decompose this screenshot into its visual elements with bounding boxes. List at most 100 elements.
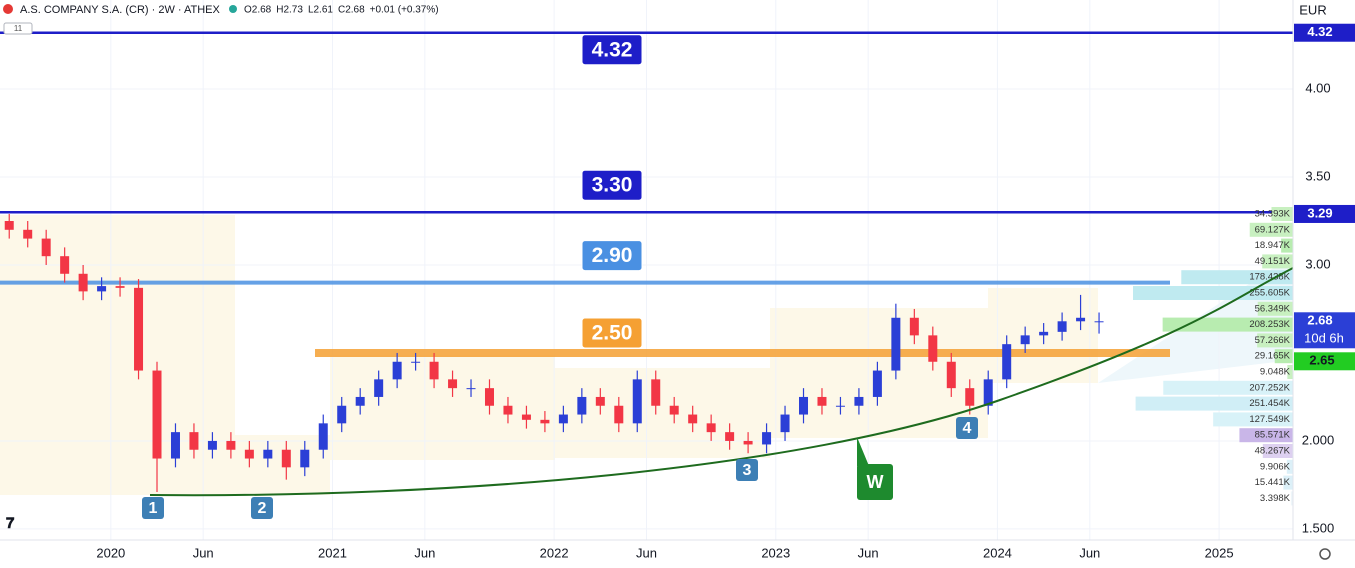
profile-bar: [1286, 459, 1293, 474]
zone: [330, 355, 555, 460]
y-tick-label: 3.50: [1305, 168, 1330, 183]
marker-label: 4: [963, 420, 972, 437]
support-curve: [149, 267, 1294, 497]
candle-body: [909, 317, 919, 336]
price-label: 3.29: [1307, 205, 1332, 220]
candle-body: [928, 335, 938, 362]
profile-label: 69.127K: [1255, 224, 1291, 235]
candle-body: [263, 449, 273, 459]
marker-label: 1: [149, 500, 158, 517]
candle-body: [429, 361, 439, 380]
profile-bar: [1283, 475, 1293, 490]
profile-bar: [1213, 412, 1293, 427]
candle-body: [97, 286, 107, 292]
indicator-label: 2.65: [1309, 353, 1334, 368]
candle-body: [799, 396, 809, 415]
candle-body: [207, 440, 217, 450]
x-tick-label: Jun: [1079, 545, 1100, 560]
candle-body: [632, 379, 642, 424]
candle-body: [448, 379, 458, 389]
markers: 1 2 3 4 W: [142, 417, 978, 519]
profile-bar: [1262, 254, 1293, 269]
candle-body: [558, 414, 568, 424]
candle-body: [318, 423, 328, 450]
y-tick-label: 1.500: [1302, 520, 1335, 535]
y-tick-label: 3.00: [1305, 256, 1330, 271]
level-box: [581, 34, 643, 66]
zone: [0, 215, 235, 495]
x-tick-label: 2022: [540, 545, 569, 560]
x-tick-label: Jun: [414, 545, 435, 560]
x-tick-label: 2025: [1205, 545, 1234, 560]
axis: 1.500 2.000 3.00 3.50 4.00 2020 Jun 2021 Jun 2022…: [96, 23, 1355, 560]
x-tick-label: 2021: [318, 545, 347, 560]
candle-body: [300, 449, 310, 468]
candle-body: [614, 405, 624, 424]
currency[interactable]: EUR: [1299, 2, 1326, 17]
candle-body: [669, 405, 679, 415]
candle-body: [706, 423, 716, 433]
candle-body: [540, 419, 550, 424]
candle-body: [60, 256, 70, 274]
level-label: 4.32: [592, 38, 633, 61]
marker-label: W: [867, 472, 884, 492]
profile-bar: [1135, 396, 1293, 411]
profile-label: 48.267K: [1255, 446, 1291, 457]
candle-body: [503, 405, 513, 415]
profile-label: 208.253K: [1249, 319, 1290, 330]
candle-body: [854, 396, 864, 406]
candle-body: [780, 414, 790, 433]
marker-box: [956, 417, 978, 439]
candle-body: [355, 396, 365, 406]
profile-label: 207.252K: [1249, 382, 1290, 393]
volume-profile: 34.393K 69.127K 18.947K 49.151K 178.438K 255.…: [1133, 207, 1293, 506]
price-label: 2.68: [1307, 313, 1332, 328]
profile-bar: [1262, 444, 1293, 458]
price-label: 4.32: [1307, 24, 1332, 39]
levels: [0, 31, 1293, 357]
candle-body: [374, 379, 384, 397]
profile-label: 178.438K: [1249, 272, 1290, 283]
candle-body: [484, 388, 494, 406]
candle-body: [115, 286, 125, 288]
badge: [3, 22, 33, 35]
candles: [4, 213, 1104, 492]
candle-body: [23, 229, 33, 239]
candle-body: [817, 396, 827, 406]
candle-body: [1039, 331, 1049, 336]
ohlc-value: O2.68: [244, 5, 272, 16]
level-label: 2.90: [592, 244, 633, 267]
profile-bar: [1271, 207, 1293, 221]
level-label: 2.50: [592, 322, 633, 345]
indicator-box: [1294, 352, 1355, 371]
candle-body: [651, 379, 661, 406]
candle-body: [1002, 344, 1012, 380]
profile-bar: [1274, 349, 1293, 364]
candle-body: [521, 414, 531, 420]
ohlc-value: H2.73: [276, 5, 303, 16]
profile-label: 49.151K: [1255, 256, 1291, 267]
profile-bar: [1290, 491, 1293, 506]
x-tick-label: Jun: [858, 545, 879, 560]
candle-body: [725, 432, 735, 441]
candle-body: [743, 440, 753, 445]
candle-body: [946, 361, 956, 389]
candle-body: [872, 370, 882, 397]
ohlc: O2.68 H2.73 L2.61 C2.68 +0.01 (+0.37%): [244, 5, 439, 16]
candle-body: [152, 370, 162, 459]
y-tick-label: 4.00: [1305, 80, 1330, 95]
candle-body: [337, 405, 347, 424]
tv-logo: 𝟕: [6, 515, 15, 532]
profile-bar: [1181, 270, 1293, 285]
level-labels: 4.32 3.30 2.90 2.50: [581, 34, 643, 349]
ohlc-value: L2.61: [308, 5, 333, 16]
candle-body: [891, 317, 901, 371]
settings-icon[interactable]: [1319, 548, 1331, 560]
symbol: A.S. COMPANY S.A. (CR) · 2W · ATHEX: [20, 4, 221, 16]
price-label-box: [1294, 23, 1355, 42]
candle-body: [226, 440, 236, 450]
profile-label: 15.441K: [1255, 477, 1291, 488]
profile-label: 9.906K: [1260, 461, 1291, 472]
logo: [3, 4, 13, 14]
